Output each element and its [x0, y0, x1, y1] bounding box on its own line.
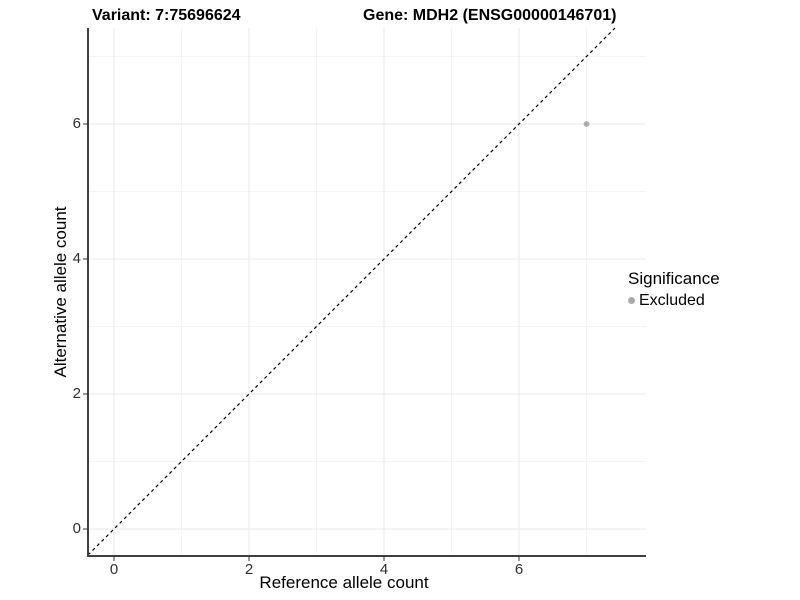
- x-tick-marks: [113, 556, 520, 561]
- legend-item-label: Excluded: [639, 292, 705, 309]
- axis-lines: [87, 28, 646, 557]
- y-tick-label-2: 2: [72, 385, 81, 402]
- x-tick-label-6: 6: [514, 561, 524, 578]
- y-tick-label-4: 4: [72, 250, 81, 267]
- y-tick-marks: [83, 123, 88, 530]
- major-gridlines: [88, 28, 646, 556]
- legend-item-excluded: Excluded: [628, 291, 720, 310]
- y-tick-label-0: 0: [72, 520, 81, 537]
- x-axis-title: Reference allele count: [259, 573, 429, 592]
- legend: Significance Excluded: [628, 269, 720, 310]
- legend-title: Significance: [628, 269, 720, 288]
- plot-title-variant: Variant: 7:75696624: [92, 7, 241, 24]
- excluded-point-icon: [628, 297, 635, 304]
- x-tick-label-4: 4: [379, 561, 389, 578]
- y-tick-label-6: 6: [72, 115, 81, 132]
- x-tick-label-2: 2: [244, 561, 254, 578]
- x-tick-label-0: 0: [109, 561, 119, 578]
- y-axis-title: Alternative allele count: [51, 206, 70, 378]
- minor-gridlines: [88, 28, 646, 556]
- plot-title-gene: Gene: MDH2 (ENSG00000146701): [363, 7, 617, 24]
- identity-reference-line: [87, 27, 616, 556]
- data-point-excluded: [583, 121, 590, 127]
